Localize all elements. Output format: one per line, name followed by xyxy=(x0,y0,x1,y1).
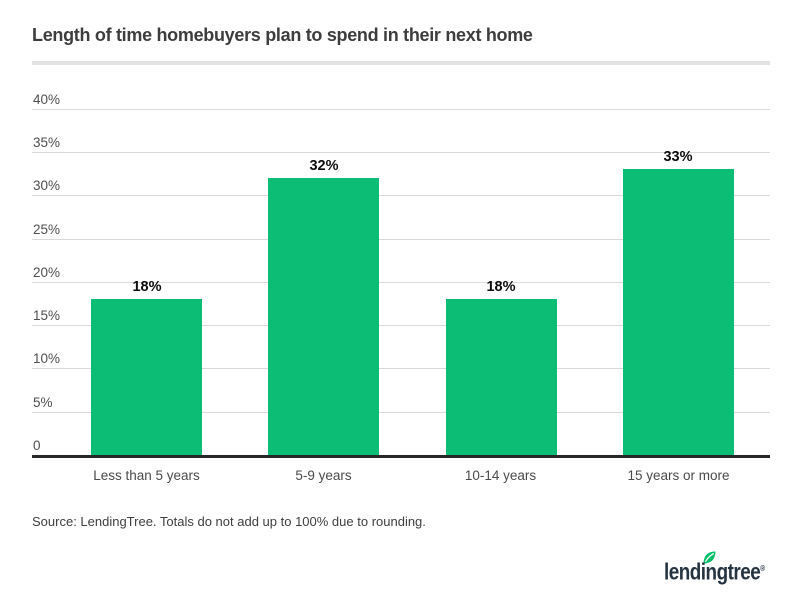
y-axis-tick-label: 10% xyxy=(33,351,61,366)
logo-text: lendingtree® xyxy=(664,556,765,585)
x-axis-category-label: Less than 5 years xyxy=(93,468,200,483)
title-divider xyxy=(32,61,770,65)
y-axis-tick-label: 35% xyxy=(33,135,61,150)
x-axis-line xyxy=(32,455,770,458)
y-axis-tick-label: 40% xyxy=(33,92,61,107)
gridline xyxy=(32,368,770,369)
x-axis-category-label: 5-9 years xyxy=(295,468,352,483)
y-axis-tick-label: 20% xyxy=(33,265,61,280)
y-axis-tick-label: 15% xyxy=(33,308,61,323)
bar-value-label: 32% xyxy=(309,158,339,174)
bar-value-label: 18% xyxy=(132,279,162,295)
leaf-icon xyxy=(703,551,716,564)
gridline xyxy=(32,412,770,413)
bar xyxy=(623,169,734,455)
y-axis-tick-label: 30% xyxy=(33,178,61,193)
y-axis-tick-label: 0 xyxy=(33,438,41,453)
logo-wordmark: lendingtree xyxy=(664,558,761,585)
gridline xyxy=(32,195,770,196)
bar-value-label: 33% xyxy=(663,149,693,165)
x-axis-category-label: 15 years or more xyxy=(627,468,730,483)
bar xyxy=(91,299,202,455)
bar xyxy=(268,178,379,455)
gridline xyxy=(32,239,770,240)
y-axis-tick-label: 25% xyxy=(33,222,61,237)
gridline xyxy=(32,325,770,326)
y-axis-tick-label: 5% xyxy=(33,395,53,410)
bar xyxy=(446,299,557,455)
page-title: Length of time homebuyers plan to spend … xyxy=(32,25,533,45)
source-note: Source: LendingTree. Totals do not add u… xyxy=(32,514,426,529)
gridline xyxy=(32,152,770,153)
gridline xyxy=(32,109,770,110)
lendingtree-logo: lendingtree® xyxy=(664,551,794,592)
bar-value-label: 18% xyxy=(486,279,516,295)
gridline xyxy=(32,282,770,283)
registered-mark: ® xyxy=(760,564,766,573)
x-axis-category-label: 10-14 years xyxy=(464,468,537,483)
